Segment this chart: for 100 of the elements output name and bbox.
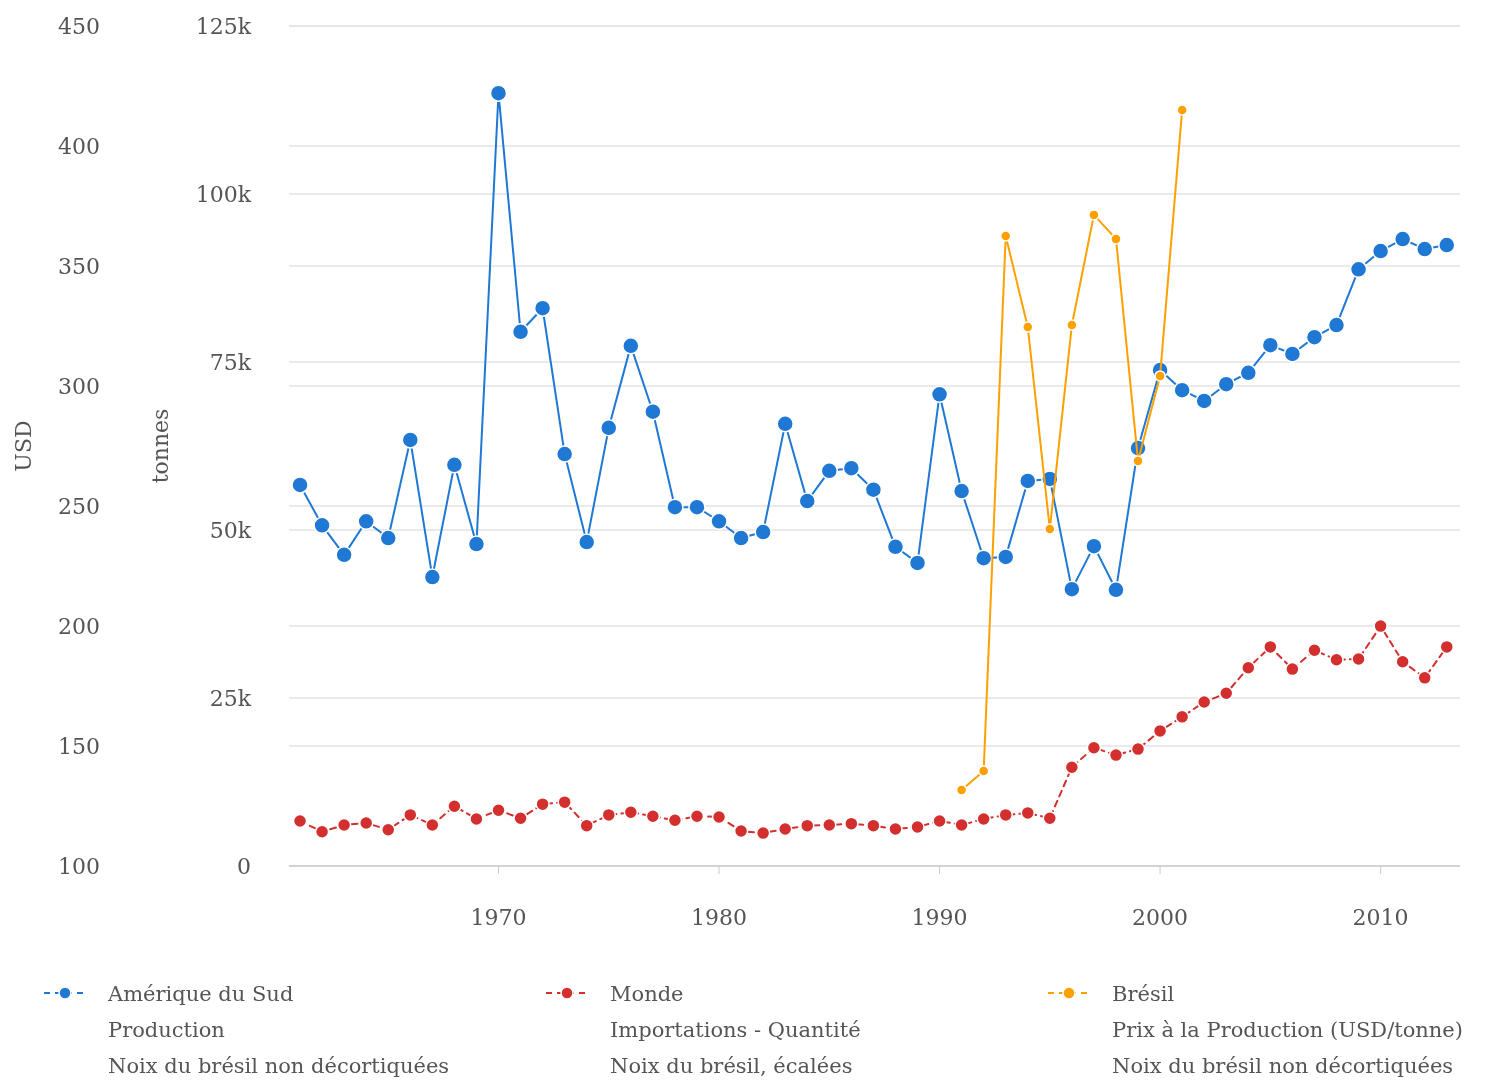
point: [1020, 805, 1036, 821]
point: [555, 445, 574, 463]
point: [755, 825, 771, 841]
point: [1152, 723, 1168, 739]
point: [954, 817, 969, 833]
point: [379, 529, 397, 547]
point: [932, 813, 947, 829]
y2-axis-title: USD: [11, 420, 36, 472]
point: [447, 798, 462, 814]
point: [1261, 336, 1280, 354]
point: [313, 516, 331, 535]
point: [467, 535, 486, 553]
point: [1063, 580, 1081, 598]
point: [842, 459, 861, 477]
point: [976, 811, 991, 827]
point: [798, 492, 816, 510]
point: [579, 818, 594, 833]
point: [1086, 740, 1102, 755]
x-tick-label: 1970: [470, 905, 527, 930]
x-tick-label: 1980: [691, 905, 748, 930]
point: [577, 533, 596, 551]
x-tick-label: 2000: [1132, 905, 1189, 930]
point: [491, 802, 506, 818]
x-tick-label: 1990: [911, 905, 968, 930]
point: [1088, 209, 1100, 221]
point: [292, 813, 308, 829]
point: [733, 823, 749, 839]
point: [644, 402, 662, 421]
point: [689, 809, 705, 824]
point: [974, 549, 993, 567]
y-axis-title: tonnes: [148, 408, 173, 484]
point: [732, 529, 750, 547]
point: [844, 816, 859, 831]
y2-tick-label: 350: [58, 254, 100, 279]
point: [335, 546, 353, 564]
point: [1371, 242, 1390, 260]
point: [710, 512, 728, 531]
y2-tick-label: 300: [58, 374, 100, 399]
point: [1349, 260, 1368, 279]
point: [1110, 233, 1122, 245]
point: [469, 811, 484, 827]
legend-label: Amérique du Sud Production Noix du brésil non décortiquées: [107, 982, 450, 1078]
point: [908, 554, 927, 572]
point: [711, 809, 727, 825]
point: [754, 523, 772, 541]
point: [822, 817, 837, 833]
point: [489, 84, 508, 102]
y2-tick-label: 250: [58, 494, 100, 519]
point: [886, 538, 905, 556]
point: [1417, 670, 1432, 686]
point: [403, 807, 418, 823]
point: [358, 815, 374, 831]
point: [1393, 230, 1412, 248]
x-tick-label: 2010: [1352, 905, 1409, 930]
legend-label: Brésil Prix à la Production (USD/tonne) Noix du brésil non décortiquées: [1112, 982, 1463, 1078]
point: [952, 482, 971, 500]
point: [1263, 639, 1278, 655]
point: [1064, 759, 1080, 775]
point: [998, 807, 1013, 823]
point: [314, 824, 330, 839]
y-tick-label: 50k: [209, 518, 252, 543]
point: [1217, 375, 1235, 393]
point: [645, 809, 661, 824]
point: [423, 568, 442, 586]
point: [776, 415, 794, 433]
point: [1283, 345, 1302, 363]
y-tick-label: 0: [237, 854, 251, 879]
point: [336, 817, 352, 833]
point: [1285, 661, 1300, 677]
point: [1239, 364, 1258, 382]
point: [1373, 618, 1388, 634]
point: [1218, 686, 1234, 701]
point: [777, 821, 793, 837]
point: [1044, 523, 1056, 535]
point: [866, 818, 881, 833]
y2-tick-label: 100: [58, 854, 100, 879]
point: [1438, 236, 1456, 254]
point: [888, 821, 903, 837]
point: [557, 794, 572, 810]
point: [357, 512, 375, 531]
point: [864, 480, 883, 499]
point: [667, 813, 683, 828]
point: [1196, 694, 1212, 710]
point: [380, 822, 396, 837]
point: [1132, 455, 1144, 467]
point: [930, 385, 949, 404]
point: [622, 337, 640, 355]
y2-tick-label: 400: [58, 134, 100, 159]
point: [600, 419, 618, 437]
y-tick-label: 100k: [195, 182, 252, 207]
point: [1305, 328, 1324, 346]
point: [1176, 104, 1188, 116]
point: [1307, 643, 1322, 658]
point: [1108, 747, 1124, 763]
point: [601, 807, 617, 823]
point: [666, 498, 684, 516]
point: [535, 796, 550, 812]
y-tick-label: 25k: [209, 686, 252, 711]
point: [1042, 811, 1058, 826]
point: [445, 456, 464, 474]
